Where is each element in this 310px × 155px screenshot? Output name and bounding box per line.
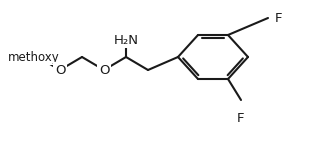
- Text: F: F: [275, 11, 282, 24]
- Text: H₂N: H₂N: [113, 33, 139, 46]
- Text: O: O: [99, 64, 109, 77]
- Text: F: F: [237, 112, 245, 125]
- Text: O: O: [55, 64, 65, 77]
- Text: methoxy: methoxy: [8, 51, 60, 64]
